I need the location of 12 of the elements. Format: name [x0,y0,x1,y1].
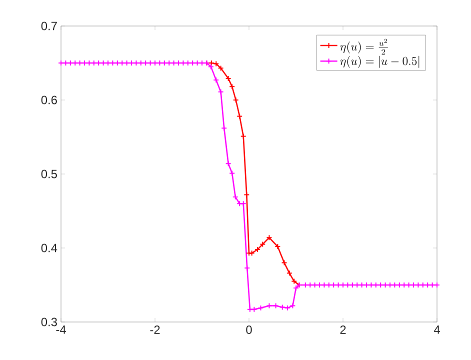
x-tick-label: -2 [150,326,160,334]
x-tick-label: -4 [56,326,66,334]
legend-label: $\eta(u) = |u - 0.5|$ [340,56,420,68]
legend-label: $\eta(u) = \frac{u^{2}}{2}$ [340,38,388,55]
y-tick-label: 0.3 [41,318,57,326]
y-tick-label: 0.6 [41,96,57,104]
x-tick-label: 0 [246,326,252,334]
x-tick-label: 2 [340,326,346,334]
y-tick-label: 0.7 [41,22,57,30]
x-tick-label: 4 [434,326,440,334]
y-tick-label: 0.4 [41,244,58,252]
y-tick-label: 0.5 [41,170,57,178]
